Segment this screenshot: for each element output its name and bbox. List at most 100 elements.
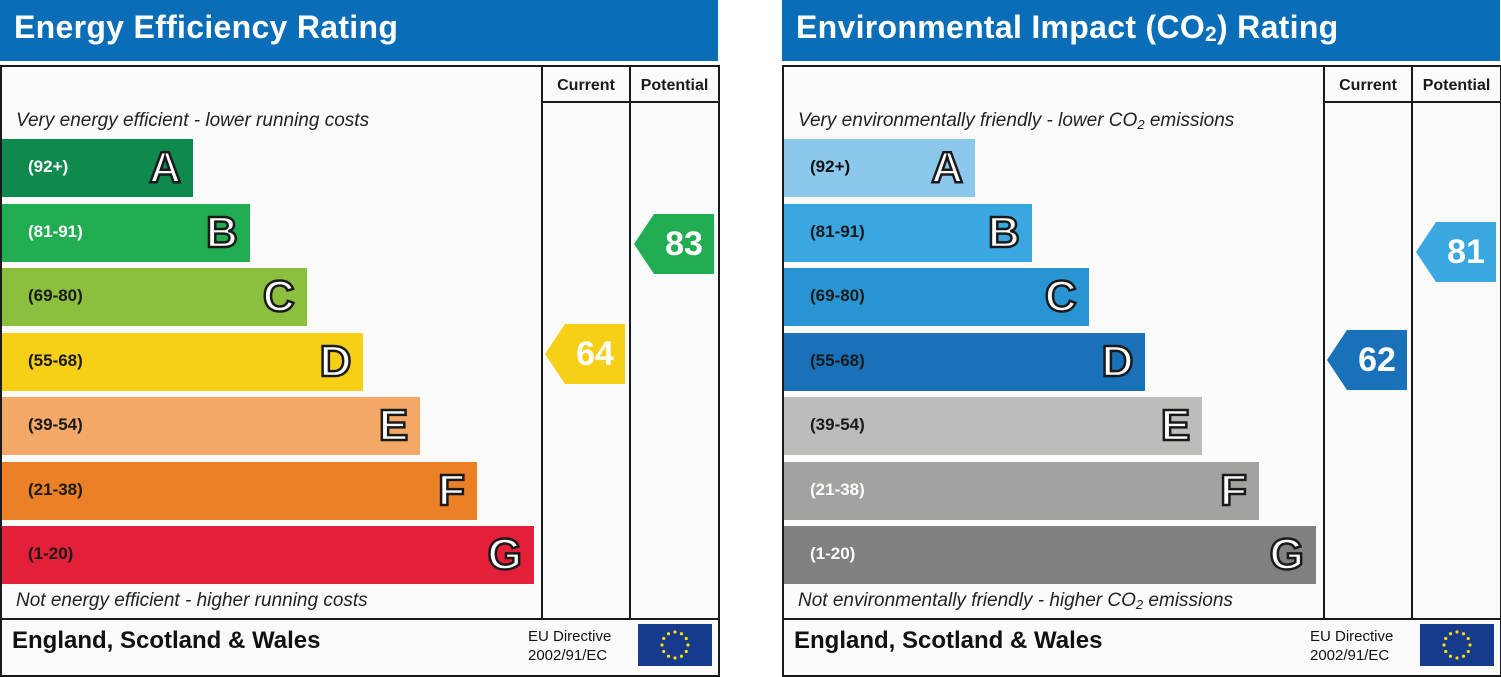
directive-line-1: EU Directive (1310, 628, 1394, 645)
potential-arrow-shape (634, 214, 714, 275)
title-end: ) Rating (1217, 9, 1339, 45)
eu-star (1455, 630, 1459, 634)
band-range-label: (92+) (810, 157, 851, 176)
band-letter: G (486, 529, 523, 581)
potential-column-header: Potential (640, 77, 709, 94)
top-caption-end: emissions (1144, 110, 1235, 131)
current-rating-marker: 64 (545, 324, 625, 385)
eu-star (679, 654, 684, 658)
top-caption: Very environmentally friendly - lower CO… (798, 110, 1234, 132)
chart-frame: Current Potential Very energy efficient … (0, 65, 720, 677)
footer-divider (784, 618, 1500, 620)
title-bar: Environmental Impact (CO2) Rating (782, 0, 1500, 61)
title-subscript: 2 (1205, 23, 1218, 46)
eu-directive-label: EU Directive 2002/91/EC (1310, 627, 1393, 665)
eu-star (1444, 649, 1448, 654)
band-e: (39-54) E (784, 397, 1203, 455)
eu-star (1461, 632, 1466, 636)
current-rating-value: 62 (1358, 341, 1396, 379)
eu-star (1466, 636, 1470, 641)
directive-line-2: 2002/91/EC (1310, 647, 1390, 664)
band-range-label: (69-80) (810, 286, 865, 305)
band-range-label: (1-20) (810, 544, 856, 563)
eu-star (673, 656, 677, 660)
title-bar: Energy Efficiency Rating (0, 0, 718, 61)
potential-rating-marker: 83 (634, 214, 714, 275)
band-letter: D (1100, 335, 1134, 387)
footer-divider (2, 618, 718, 620)
eu-star (686, 643, 690, 647)
eu-stars (660, 630, 690, 660)
band-a: (92+) A (2, 139, 193, 197)
band-letter: A (930, 142, 964, 194)
band-range-label: (21-38) (810, 479, 865, 499)
header-divider (541, 101, 718, 103)
bottom-caption-sub: 2 (1135, 597, 1144, 612)
band-range-label: (39-54) (28, 415, 83, 434)
chart-title: Environmental Impact (CO2) Rating (796, 9, 1339, 47)
directive-line-2: 2002/91/EC (528, 647, 608, 664)
eu-star (666, 632, 671, 636)
eu-star (673, 630, 677, 634)
bottom-caption-main: Not environmentally friendly - higher CO (798, 590, 1136, 611)
band-range-label: (81-91) (28, 221, 83, 241)
directive-line-1: EU Directive (528, 628, 612, 645)
band-g: (1-20) G (2, 526, 534, 584)
eu-stars (1442, 630, 1472, 660)
current-arrow-shape (545, 324, 625, 385)
potential-rating-marker: 81 (1416, 221, 1496, 282)
eu-star (1444, 636, 1448, 641)
environmental-impact-panel: Environmental Impact (CO2) Rating Curren… (782, 0, 1501, 677)
potential-arrow-shape (1416, 221, 1496, 282)
top-caption: Very energy efficient - lower running co… (16, 110, 370, 131)
potential-rating-value: 81 (1447, 232, 1485, 271)
band-f: (21-38) F (2, 461, 477, 520)
eu-star (660, 643, 664, 647)
bottom-caption: Not environmentally friendly - higher CO… (798, 590, 1233, 612)
band-a: (92+) A (784, 139, 975, 197)
eu-star (666, 654, 671, 658)
region-label: England, Scotland & Wales (794, 627, 1103, 654)
top-caption-main: Very environmentally friendly - lower CO (798, 110, 1138, 131)
band-letter: D (318, 335, 352, 387)
band-letter: B (987, 206, 1021, 258)
band-range-label: (55-68) (28, 350, 83, 370)
band-e: (39-54) E (2, 397, 421, 455)
eu-star (662, 649, 666, 654)
band-letter: B (205, 206, 239, 258)
band-range-label: (92+) (28, 157, 69, 176)
band-d: (55-68) D (784, 332, 1146, 391)
band-c: (69-80) C (784, 268, 1089, 326)
band-b: (81-91) B (784, 203, 1032, 262)
eu-star (1448, 632, 1453, 636)
band-range-label: (1-20) (28, 544, 74, 563)
eu-flag-icon (638, 624, 712, 666)
eu-star (684, 649, 688, 654)
current-arrow-shape (1327, 330, 1407, 390)
band-d: (55-68) D (2, 332, 364, 391)
band-letter: E (378, 400, 410, 452)
bottom-caption-end: emissions (1143, 590, 1233, 611)
band-range-label: (39-54) (810, 415, 865, 434)
band-g: (1-20) G (784, 526, 1316, 584)
band-letter: C (1044, 271, 1078, 323)
column-divider (1411, 67, 1413, 618)
potential-column-header: Potential (1422, 77, 1491, 94)
band-range-label: (81-91) (810, 221, 865, 241)
eu-star (684, 636, 688, 641)
chart-title: Energy Efficiency Rating (14, 9, 399, 45)
eu-star (662, 636, 666, 641)
band-letter: C (262, 271, 296, 323)
potential-rating-value: 83 (665, 225, 703, 264)
eu-star (1466, 649, 1470, 654)
band-c: (69-80) C (2, 268, 307, 326)
title-main: Environmental Impact (CO (796, 9, 1206, 45)
band-letter: A (148, 142, 182, 194)
region-label: England, Scotland & Wales (12, 627, 321, 654)
band-f: (21-38) F (784, 461, 1259, 520)
bottom-caption: Not energy efficient - higher running co… (16, 590, 368, 611)
current-rating-value: 64 (576, 335, 614, 374)
band-letter: G (1268, 529, 1305, 581)
band-letter: F (1219, 464, 1248, 516)
eu-star (1461, 654, 1466, 658)
